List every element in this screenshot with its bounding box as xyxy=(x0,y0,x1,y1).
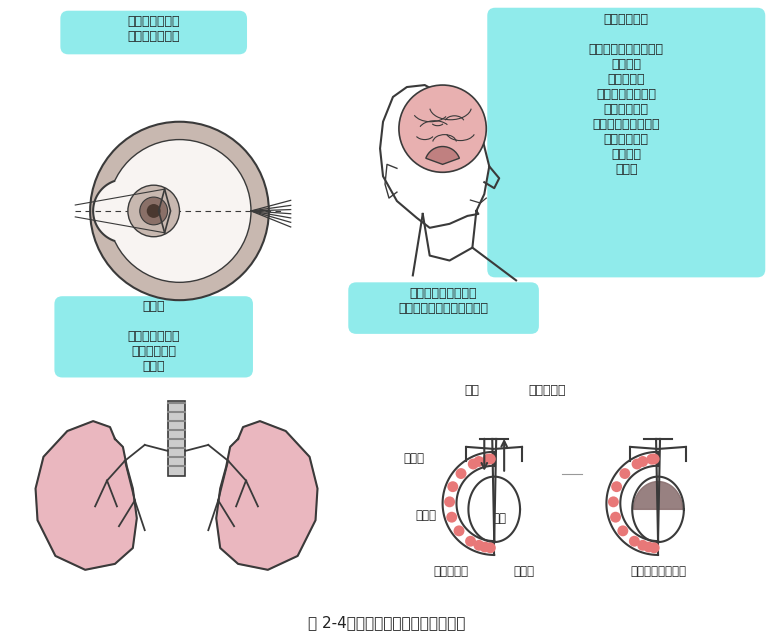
FancyBboxPatch shape xyxy=(60,11,247,54)
Circle shape xyxy=(474,540,485,551)
Text: 肺毛細血管壁損傷: 肺毛細血管壁損傷 xyxy=(630,565,686,578)
Circle shape xyxy=(629,536,640,547)
Circle shape xyxy=(467,458,478,470)
Circle shape xyxy=(482,454,494,465)
Text: 肺毛細血管: 肺毛細血管 xyxy=(433,565,468,578)
Circle shape xyxy=(637,456,648,467)
Polygon shape xyxy=(385,164,397,198)
Circle shape xyxy=(485,542,496,554)
Circle shape xyxy=(128,185,180,237)
Circle shape xyxy=(140,197,168,225)
Text: －肺－

血液成分の浸出
酸素摂取不能
窒息死: －肺－ 血液成分の浸出 酸素摂取不能 窒息死 xyxy=(128,300,180,373)
Polygon shape xyxy=(606,452,658,555)
Text: 酸素: 酸素 xyxy=(464,385,479,397)
Text: 角膜（角膜炎）
結膜（結膜炎）: 角膜（角膜炎） 結膜（結膜炎） xyxy=(128,15,180,43)
Text: 二酸化炭素: 二酸化炭素 xyxy=(528,385,566,397)
Circle shape xyxy=(444,497,455,508)
Circle shape xyxy=(447,481,458,492)
Polygon shape xyxy=(36,421,137,570)
Circle shape xyxy=(474,456,485,467)
Text: 鼻粘膜（臭覚損失）
気管、気管支（気管支炎）: 鼻粘膜（臭覚損失） 気管、気管支（気管支炎） xyxy=(399,287,488,316)
FancyBboxPatch shape xyxy=(348,282,539,334)
Text: 肺血球: 肺血球 xyxy=(404,452,425,465)
Polygon shape xyxy=(216,421,317,570)
Bar xyxy=(168,401,186,476)
Circle shape xyxy=(643,541,654,552)
Circle shape xyxy=(90,122,269,300)
Polygon shape xyxy=(423,211,476,260)
Circle shape xyxy=(456,468,467,479)
Circle shape xyxy=(619,468,630,479)
Circle shape xyxy=(646,454,657,465)
Circle shape xyxy=(465,536,476,547)
Circle shape xyxy=(637,540,648,551)
Circle shape xyxy=(608,497,619,508)
Text: 肺胞: 肺胞 xyxy=(492,512,506,525)
FancyBboxPatch shape xyxy=(488,8,765,277)
Circle shape xyxy=(632,458,642,470)
Circle shape xyxy=(485,454,496,465)
Circle shape xyxy=(649,454,659,465)
Circle shape xyxy=(108,140,251,282)
Circle shape xyxy=(399,85,486,172)
Polygon shape xyxy=(93,181,125,241)
Circle shape xyxy=(618,525,628,536)
Circle shape xyxy=(610,512,621,523)
Circle shape xyxy=(447,512,457,523)
Text: －大脳皮質－

機能停止（意識喪失）
細胞破壊
深吸気誘発
血中硫化水素増加
脳細胞内侵入
細胞内呼吸酵素抑制
細胞活動停止
呼吸麻痺
窒息死: －大脳皮質－ 機能停止（意識喪失） 細胞破壊 深吸気誘発 血中硫化水素増加 脳細… xyxy=(589,13,664,176)
Text: 肺胞膜: 肺胞膜 xyxy=(513,565,535,578)
Circle shape xyxy=(147,204,161,218)
Circle shape xyxy=(611,481,622,492)
Wedge shape xyxy=(426,147,460,164)
Circle shape xyxy=(649,542,659,554)
Circle shape xyxy=(454,525,464,536)
Circle shape xyxy=(479,541,491,552)
Text: 図 2-4　硫化水素中毒のメカニズム: 図 2-4 硫化水素中毒のメカニズム xyxy=(308,616,466,630)
Polygon shape xyxy=(380,85,489,228)
Text: 赤血球: 赤血球 xyxy=(416,509,437,522)
Polygon shape xyxy=(633,481,683,509)
FancyBboxPatch shape xyxy=(54,296,253,378)
Polygon shape xyxy=(443,452,495,555)
